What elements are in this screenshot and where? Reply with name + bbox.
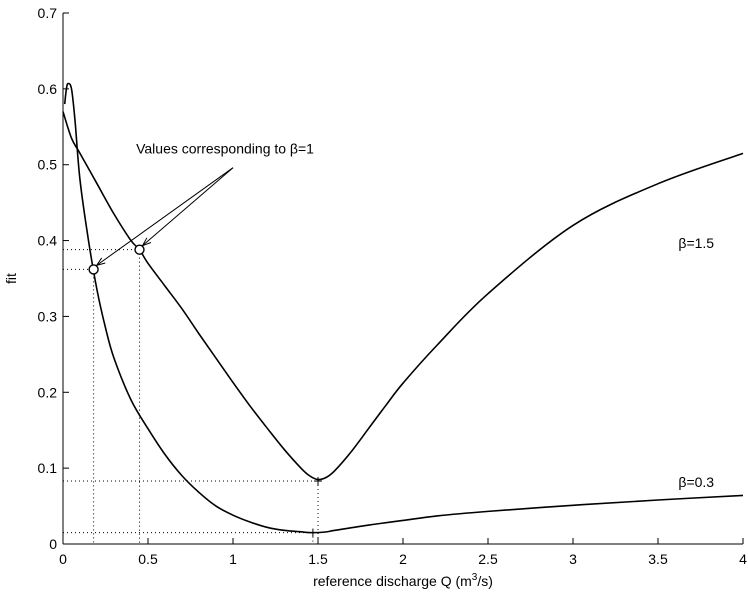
y-axis-label: fit: [3, 273, 19, 284]
point-marker: [134, 244, 145, 255]
series-line-beta-1-5: [62, 111, 744, 481]
x-axis-label: reference discharge Q (m3/s): [313, 572, 493, 589]
x-tick-label: 3: [569, 551, 577, 567]
x-tick-label: 1: [229, 551, 237, 567]
annotation-arrowhead: [141, 237, 152, 247]
x-axis-label-tail: /s): [477, 573, 493, 589]
y-tick-label: 0.6: [38, 81, 58, 97]
annotation-arrowhead: [95, 257, 106, 267]
x-tick-label: 0.5: [138, 551, 158, 567]
y-tick-label: 0.3: [38, 308, 58, 324]
series-line-beta-0-3: [63, 82, 744, 534]
x-tick-label: 2.5: [478, 551, 498, 567]
point-markers: [88, 244, 322, 537]
x-tick-label: 1.5: [308, 551, 328, 567]
y-tick-label: 0.1: [38, 460, 58, 476]
y-tick-label: 0.7: [38, 5, 58, 21]
guide-lines: [63, 249, 319, 544]
point-marker: [88, 264, 99, 275]
series-label-beta-1-5: β=1.5: [678, 235, 714, 251]
axes: 0 0.5 1 1.5 2 2.5 3 3.5 400.10.20.30.40.50.60.7r…: [3, 5, 747, 589]
y-tick-label: 0.5: [38, 157, 58, 173]
y-tick-label: 0: [49, 536, 57, 552]
x-tick-label: 3.5: [648, 551, 668, 567]
x-axis-label-sup: 3: [472, 572, 478, 583]
annotation-beta-1: Values corresponding to β=1: [136, 140, 314, 156]
x-tick-label: 0: [59, 551, 67, 567]
series-label-beta-0-3: β=0.3: [678, 474, 714, 490]
y-tick-label: 0.2: [38, 384, 58, 400]
annotation-arrow: [96, 167, 234, 266]
labels: Values corresponding to β=1 β=1.5 β=0.3: [95, 140, 714, 490]
y-tick-label: 0.4: [38, 233, 58, 249]
x-tick-label: 2: [399, 551, 407, 567]
x-axis-label-base: reference discharge Q (m: [313, 573, 472, 589]
x-tick-label: 4: [739, 551, 747, 567]
annotation-arrow: [142, 167, 234, 247]
